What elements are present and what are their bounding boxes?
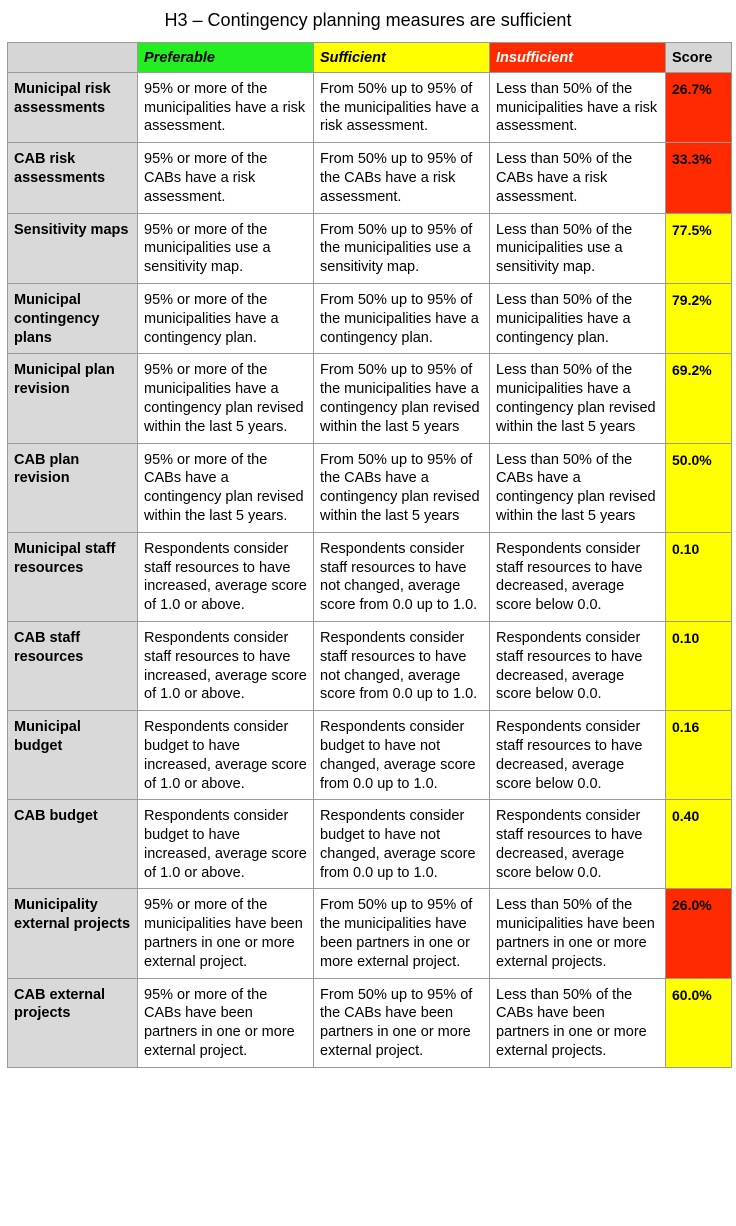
table-row: CAB plan revision 95% or more of the CABs… (7, 442, 732, 533)
header-insufficient: Insufficient (489, 42, 666, 73)
row-label: Municipal contingency plans (7, 282, 138, 355)
insufficient-cell: Respondents consider staff resources to … (489, 620, 666, 712)
table-row: Sensitivity maps 95% or more of the munic… (7, 212, 732, 284)
preferable-cell: 95% or more of the municipalities have a… (137, 71, 314, 144)
row-label: CAB risk assessments (7, 142, 138, 214)
score-cell: 50.0% (665, 442, 732, 533)
header-sufficient: Sufficient (313, 42, 490, 73)
header-preferable: Preferable (137, 42, 314, 73)
score-cell: 26.7% (665, 71, 732, 144)
preferable-cell: 95% or more of the municipalities have a… (137, 353, 314, 444)
sufficient-cell: Respondents consider budget to have not … (313, 799, 490, 890)
preferable-cell: Respondents consider budget to have incr… (137, 710, 314, 801)
sufficient-cell: From 50% up to 95% of the municipalities… (313, 888, 490, 979)
row-label: Municipal risk assessments (7, 71, 138, 144)
sufficient-cell: Respondents consider staff resources to … (313, 620, 490, 712)
table-row: Municipal contingency plans 95% or more o… (7, 282, 732, 355)
preferable-cell: 95% or more of the municipalities have a… (137, 282, 314, 355)
row-label: CAB external projects (7, 977, 138, 1068)
row-label: CAB staff resources (7, 620, 138, 712)
table-row: CAB risk assessments 95% or more of the C… (7, 142, 732, 214)
insufficient-cell: Less than 50% of the municipalities have… (489, 71, 666, 144)
table-row: Municipal staff resources Respondents con… (7, 531, 732, 622)
preferable-cell: Respondents consider staff resources to … (137, 531, 314, 622)
score-cell: 33.3% (665, 142, 732, 214)
row-label: Municipality external projects (7, 888, 138, 979)
insufficient-cell: Less than 50% of the municipalities have… (489, 282, 666, 355)
insufficient-cell: Less than 50% of the CABs have been part… (489, 977, 666, 1068)
table-row: CAB external projects 95% or more of the … (7, 977, 732, 1068)
table-body: Municipal risk assessments 95% or more of… (7, 71, 732, 1068)
score-cell: 26.0% (665, 888, 732, 979)
row-label: CAB budget (7, 799, 138, 890)
row-label: Municipal budget (7, 710, 138, 801)
insufficient-cell: Respondents consider staff resources to … (489, 710, 666, 801)
preferable-cell: 95% or more of the CABs have a risk asse… (137, 142, 314, 214)
sufficient-cell: From 50% up to 95% of the municipalities… (313, 212, 490, 284)
row-label: CAB plan revision (7, 442, 138, 533)
header-row: Preferable Sufficient Insufficient Score (7, 42, 732, 73)
preferable-cell: Respondents consider budget to have incr… (137, 799, 314, 890)
insufficient-cell: Less than 50% of the municipalities use … (489, 212, 666, 284)
score-cell: 60.0% (665, 977, 732, 1068)
table-row: Municipal risk assessments 95% or more of… (7, 71, 732, 144)
sufficient-cell: Respondents consider budget to have not … (313, 710, 490, 801)
sufficient-cell: From 50% up to 95% of the municipalities… (313, 71, 490, 144)
sufficient-cell: From 50% up to 95% of the municipalities… (313, 353, 490, 444)
insufficient-cell: Less than 50% of the CABs have a conting… (489, 442, 666, 533)
score-cell: 0.16 (665, 710, 732, 801)
row-label: Municipal staff resources (7, 531, 138, 622)
score-cell: 0.10 (665, 531, 732, 622)
sufficient-cell: From 50% up to 95% of the CABs have a co… (313, 442, 490, 533)
page-title: H3 – Contingency planning measures are s… (164, 10, 572, 30)
preferable-cell: Respondents consider staff resources to … (137, 620, 314, 712)
sufficient-cell: From 50% up to 95% of the CABs have been… (313, 977, 490, 1068)
row-label: Sensitivity maps (7, 212, 138, 284)
row-label: Municipal plan revision (7, 353, 138, 444)
sufficient-cell: Respondents consider staff resources to … (313, 531, 490, 622)
preferable-cell: 95% or more of the CABs have a contingen… (137, 442, 314, 533)
score-cell: 77.5% (665, 212, 732, 284)
table-row: Municipality external projects 95% or mor… (7, 888, 732, 979)
insufficient-cell: Less than 50% of the CABs have a risk as… (489, 142, 666, 214)
insufficient-cell: Less than 50% of the municipalities have… (489, 353, 666, 444)
header-score: Score (665, 42, 732, 73)
table-row: Municipal plan revision 95% or more of th… (7, 353, 732, 444)
sufficient-cell: From 50% up to 95% of the municipalities… (313, 282, 490, 355)
insufficient-cell: Less than 50% of the municipalities have… (489, 888, 666, 979)
preferable-cell: 95% or more of the municipalities have b… (137, 888, 314, 979)
preferable-cell: 95% or more of the municipalities use a … (137, 212, 314, 284)
table-row: Municipal budget Respondents consider bud… (7, 710, 732, 801)
header-blank-cell (7, 42, 138, 73)
score-cell: 0.40 (665, 799, 732, 890)
insufficient-cell: Respondents consider staff resources to … (489, 799, 666, 890)
table-row: CAB budget Respondents consider budget to… (7, 799, 732, 890)
criteria-table: Preferable Sufficient Insufficient Score… (7, 42, 732, 1068)
table-row: CAB staff resources Respondents consider … (7, 620, 732, 712)
preferable-cell: 95% or more of the CABs have been partne… (137, 977, 314, 1068)
score-cell: 0.10 (665, 620, 732, 712)
sufficient-cell: From 50% up to 95% of the CABs have a ri… (313, 142, 490, 214)
insufficient-cell: Respondents consider staff resources to … (489, 531, 666, 622)
score-cell: 69.2% (665, 353, 732, 444)
score-cell: 79.2% (665, 282, 732, 355)
